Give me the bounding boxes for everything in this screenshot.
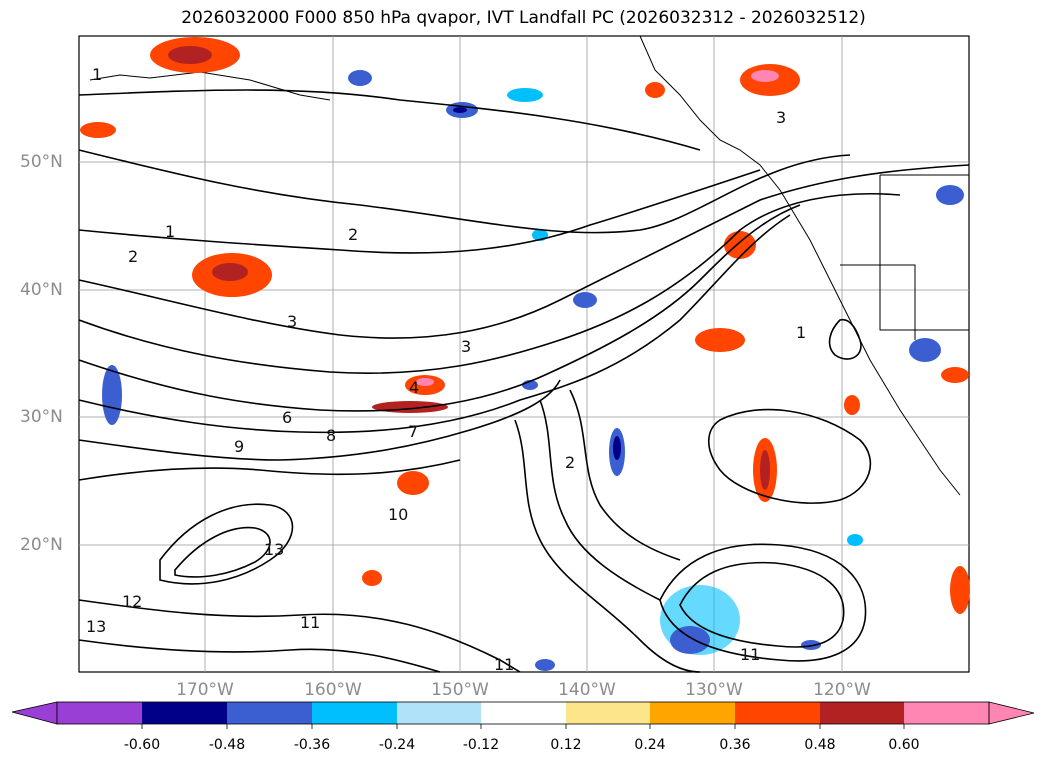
colorbar-bin [227,702,312,724]
lat-label: 20°N [20,535,63,555]
colorbar-tick-label: -0.48 [208,737,246,753]
contour-label: 13 [86,617,106,636]
colorbar-tick-label: 0.60 [888,737,920,753]
contour-label: 4 [409,378,419,397]
contour-label: 3 [461,337,471,356]
colorbar-min-extend [11,701,58,725]
lon-label: 170°W [176,680,234,700]
lon-label: 120°W [813,680,871,700]
lat-label: 50°N [20,152,63,172]
contour-label: 9 [234,437,244,456]
contour-label: 3 [287,312,297,331]
contour-label: 6 [282,408,292,427]
colorbar-tick-label: 0.48 [804,737,836,753]
contour-label: 8 [326,426,336,445]
colorbar-tick-label: 0.12 [550,737,582,753]
contour-labels: 1 2 3 3 4 6 7 8 9 10 11 11 11 12 13 13 2… [86,65,806,674]
colorbar-tick-label: -0.60 [123,737,161,753]
colorbar-tick-label: -0.36 [293,737,331,753]
contour-label: 1 [92,65,102,84]
colorbar-bin [650,702,735,724]
colorbar-outline [56,701,990,725]
lat-label: 30°N [20,407,63,427]
contour-label: 1 [165,222,175,241]
lon-label: 150°W [431,680,489,700]
colorbar-tick-label: 0.24 [634,737,666,753]
contour-label: 11 [300,613,320,632]
colorbar-bin [397,702,481,724]
colorbar-bin [312,702,397,724]
contour-label: 10 [388,505,408,524]
colorbar-tick-label: -0.24 [378,737,416,753]
colorbar-bin [481,702,566,724]
contour-label: 13 [264,540,284,559]
contour-label: 7 [408,422,418,441]
colorbar-bin [820,702,904,724]
colorbar-bin [735,702,820,724]
colorbar-bin [904,702,989,724]
colorbar-tick-label: -0.12 [462,737,500,753]
map-title: 2026032000 F000 850 hPa qvapor, IVT Land… [181,8,866,28]
lon-label: 140°W [558,680,616,700]
contour-label: 1 [796,323,806,342]
colorbar-bin [142,702,227,724]
colorbar-bin [566,702,650,724]
map-panel: 1 2 3 3 4 6 7 8 9 10 11 11 11 12 13 13 2… [78,35,970,674]
contour-label: 12 [122,592,142,611]
graticule [79,36,969,672]
colorbar-bin [57,702,142,724]
lat-label: 40°N [20,280,63,300]
contour-label: 2 [565,453,575,472]
contour-label: 11 [740,645,760,664]
contour-label: 2 [128,247,138,266]
contour-label: 2 [348,225,358,244]
colorbar-max-extend [988,701,1035,725]
lon-label: 160°W [304,680,362,700]
ivt-contours [78,89,970,673]
colorbar [11,701,1035,729]
colorbar-tick-label: 0.36 [719,737,751,753]
lon-label: 130°W [685,680,743,700]
contour-label: 3 [776,108,786,127]
contour-label: 11 [494,655,514,674]
